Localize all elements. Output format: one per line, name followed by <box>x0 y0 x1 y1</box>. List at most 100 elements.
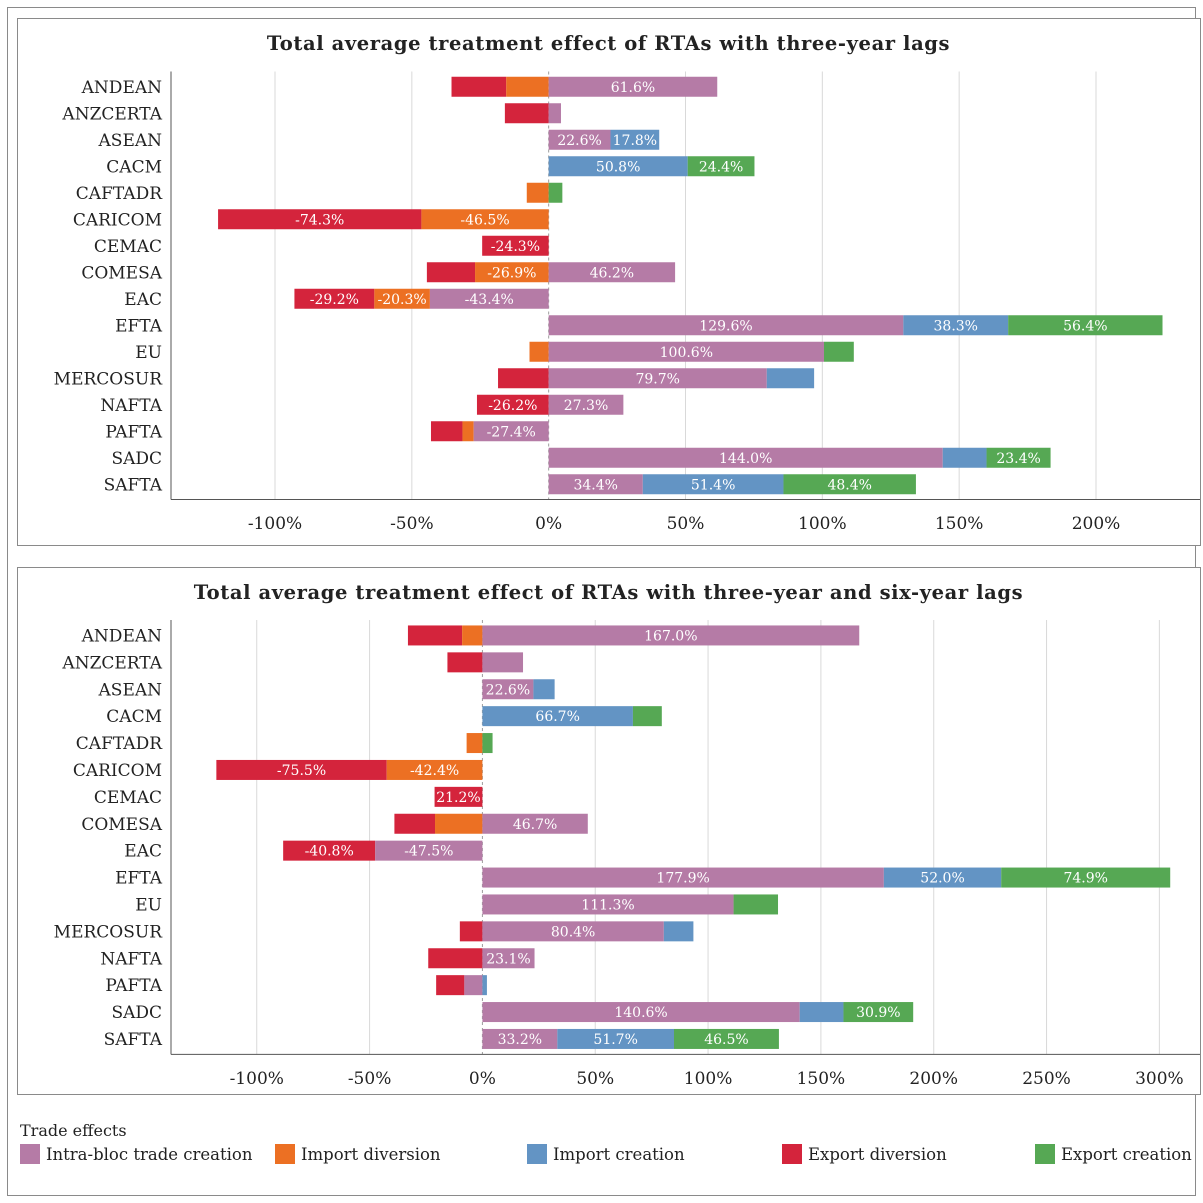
bar-segment-exd <box>394 813 436 834</box>
chart-panel-three-six-year: Total average treatment effect of RTAs w… <box>17 567 1201 1095</box>
x-tick-label: 100% <box>798 514 847 534</box>
data-label: -43.4% <box>465 292 514 308</box>
legend-swatch-exd <box>782 1144 802 1164</box>
bar-segment-exc <box>823 341 854 362</box>
data-label: 52.0% <box>920 871 964 887</box>
bar-segment-exc <box>687 156 755 177</box>
bar-segment-itc <box>482 894 734 915</box>
x-tick-label: -50% <box>348 1069 392 1089</box>
bar-segment-imc <box>557 1028 674 1049</box>
data-label: 61.6% <box>611 80 655 96</box>
x-tick-label: 0% <box>469 1069 496 1089</box>
x-tick-label: 50% <box>667 514 705 534</box>
data-label: 100.6% <box>660 345 713 361</box>
bar-segment-exc <box>1001 867 1171 888</box>
bar-segment-itc <box>482 813 588 834</box>
bar-segment-exd <box>407 625 463 646</box>
data-label: 140.6% <box>614 1005 667 1021</box>
category-label: MERCOSUR <box>54 922 164 942</box>
category-label: CAFTADR <box>76 184 163 204</box>
bar-segment-itc <box>548 315 904 336</box>
category-label: CARICOM <box>73 761 162 781</box>
bar-segment-imc <box>766 368 815 389</box>
chart-title: Total average treatment effect of RTAs w… <box>194 581 1023 604</box>
bar-segment-exd <box>283 840 376 861</box>
legend-swatch-imd <box>275 1144 295 1164</box>
bar-segment-itc <box>548 394 624 415</box>
bar-segment-imd <box>526 182 549 203</box>
category-label: ASEAN <box>98 680 163 700</box>
bar-segment-imd <box>506 76 549 97</box>
bar-segment-imc <box>482 706 633 727</box>
bar-segment-itc <box>548 103 561 124</box>
x-tick-label: -100% <box>248 514 302 534</box>
category-label: COMESA <box>81 263 162 283</box>
bar-segment-imc <box>548 156 688 177</box>
category-label: PAFTA <box>105 976 162 996</box>
data-label: -24.3% <box>491 239 540 255</box>
x-tick-label: 100% <box>684 1069 733 1089</box>
bar-segment-imd <box>462 421 474 442</box>
x-tick-label: 200% <box>1072 514 1121 534</box>
x-tick-label: -50% <box>390 514 434 534</box>
data-label: 17.8% <box>613 133 657 149</box>
bar-segment-imc <box>533 679 555 700</box>
category-label: MERCOSUR <box>54 369 164 389</box>
bar-segment-itc <box>482 652 524 673</box>
bar-segment-exc <box>673 1028 779 1049</box>
data-label: 24.4% <box>699 159 743 175</box>
bar-segment-imc <box>482 975 487 996</box>
category-label: EFTA <box>115 869 163 889</box>
data-label: -26.9% <box>487 265 536 281</box>
category-label: EFTA <box>115 316 163 336</box>
bar-segment-itc <box>473 421 549 442</box>
bar-segment-itc <box>548 129 611 150</box>
bar-segment-exc <box>986 447 1051 468</box>
data-label: 111.3% <box>581 897 634 913</box>
x-tick-label: 300% <box>1135 1069 1184 1089</box>
data-label: -75.5% <box>277 763 326 779</box>
bar-segment-exc <box>548 182 563 203</box>
data-label: 22.6% <box>486 682 530 698</box>
data-label: 74.9% <box>1063 871 1107 887</box>
data-label: 34.4% <box>573 477 617 493</box>
category-label: EU <box>135 343 162 363</box>
bar-segment-itc <box>482 1002 800 1023</box>
data-label: 80.4% <box>551 924 595 940</box>
bar-segment-itc <box>482 921 664 942</box>
bar-segment-imd <box>435 813 483 834</box>
data-label: -47.5% <box>404 844 453 860</box>
bar-segment-exd <box>504 103 549 124</box>
data-label: 66.7% <box>535 709 579 725</box>
bar-segment-exd <box>216 759 387 780</box>
bar-segment-exd <box>426 262 476 283</box>
data-label: -42.4% <box>410 763 459 779</box>
category-label: SADC <box>111 1003 162 1023</box>
data-label: -26.2% <box>488 398 537 414</box>
category-label: CACM <box>106 707 162 727</box>
data-label: 22.6% <box>557 133 601 149</box>
bar-segment-imc <box>642 474 784 495</box>
bar-segment-itc <box>375 840 483 861</box>
chart-panel-three-year: Total average treatment effect of RTAs w… <box>17 18 1201 546</box>
category-label: COMESA <box>81 815 162 835</box>
bar-segment-itc <box>548 447 943 468</box>
category-label: NAFTA <box>100 396 162 416</box>
legend-label-exd: Export diversion <box>808 1145 947 1164</box>
category-label: CEMAC <box>94 237 162 257</box>
bar-segment-imc <box>903 315 1009 336</box>
data-label: 167.0% <box>644 628 697 644</box>
data-label: -29.2% <box>310 292 359 308</box>
bar-segment-exc <box>482 733 493 754</box>
bar-segment-exd <box>218 209 422 230</box>
category-label: EU <box>135 895 162 915</box>
bar-segment-imc <box>883 867 1002 888</box>
category-label: SAFTA <box>104 1030 163 1050</box>
legend-label-exc: Export creation <box>1061 1145 1192 1164</box>
bar-segment-imd <box>374 288 430 309</box>
data-label: 46.2% <box>590 265 634 281</box>
data-label: 27.3% <box>564 398 608 414</box>
bar-segment-itc <box>482 679 534 700</box>
bar-segment-itc <box>548 76 718 97</box>
